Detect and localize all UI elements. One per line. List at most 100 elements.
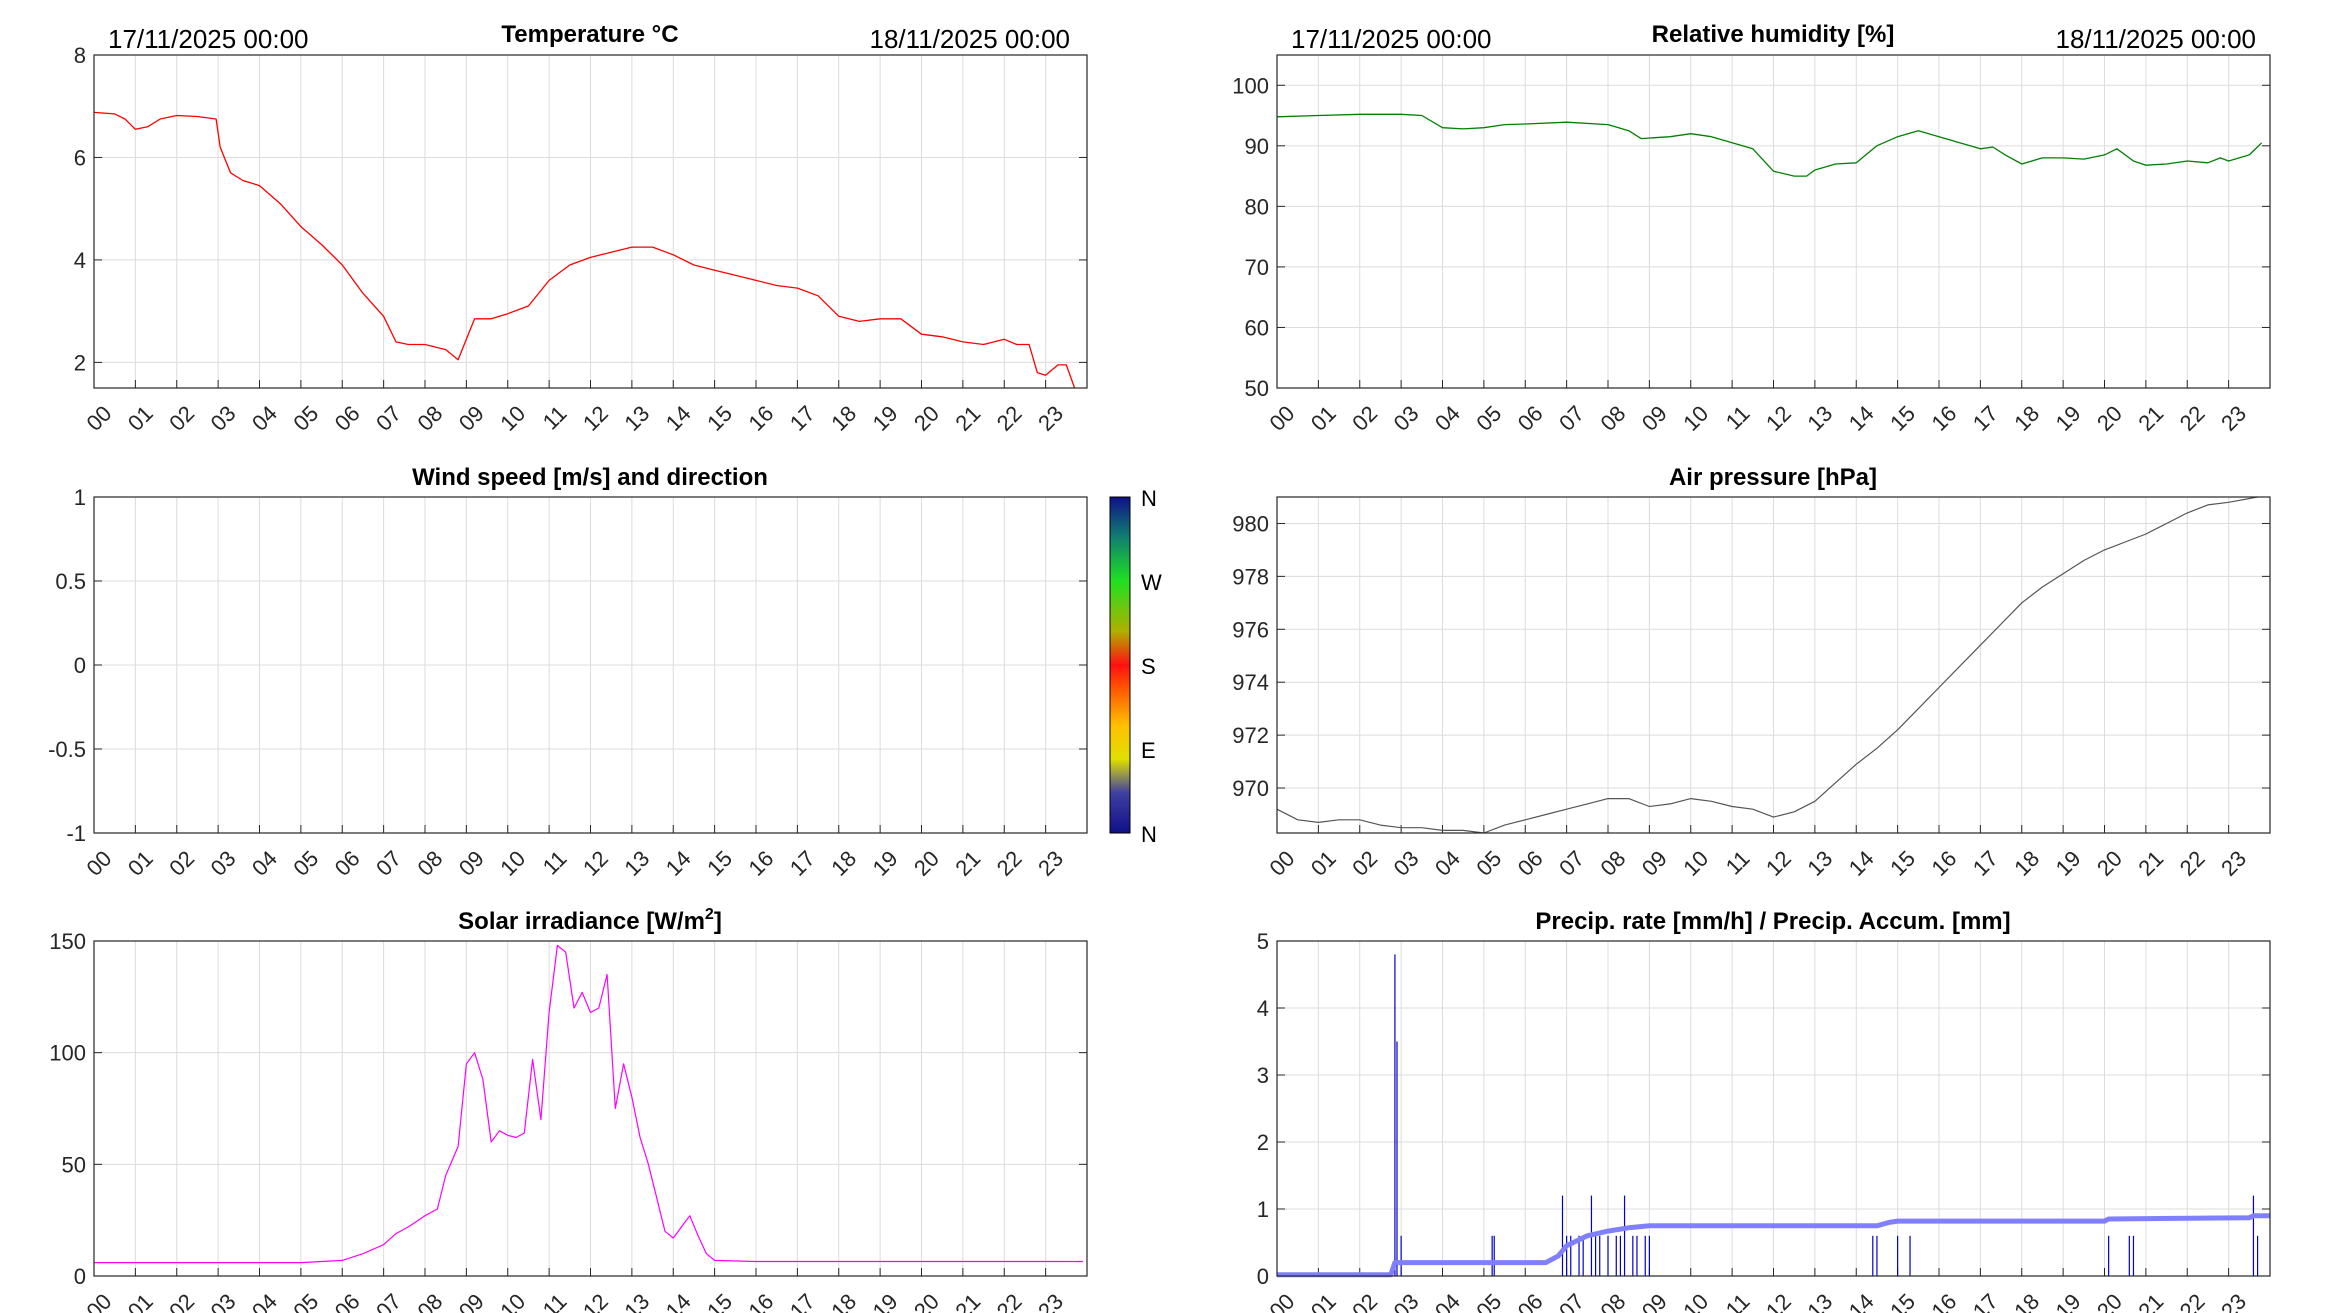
precip-xtick-label: 22 xyxy=(2175,1289,2210,1313)
pressure-ytick-label: 970 xyxy=(1232,776,1269,801)
solar-series-line-0 xyxy=(94,944,1083,1264)
solar-xtick-label: 06 xyxy=(330,1289,365,1313)
pressure-chart: Air pressure [hPa] 00 01 02 03 04 05 06 07 08 09 1… xyxy=(1232,464,2271,881)
humidity-xtick-label: 14 xyxy=(1844,401,1879,436)
wind-xtick-label: 01 xyxy=(123,846,158,881)
precip-chart: Precip. rate [mm/h] / Precip. Accum. [mm… xyxy=(1257,908,2271,1313)
pressure-series-line-0 xyxy=(1276,496,2258,834)
precip-axes-frame xyxy=(1276,940,2271,1277)
humidity-series-line-0 xyxy=(1276,113,2263,177)
temperature-xtick-label: 02 xyxy=(164,401,199,436)
humidity-xtick-label: 03 xyxy=(1389,401,1424,436)
humidity-xtick-label: 05 xyxy=(1471,401,1506,436)
pressure-ytick-label: 976 xyxy=(1232,617,1269,642)
humidity-xtick-label: 08 xyxy=(1595,401,1630,436)
temperature-xtick-label: 04 xyxy=(247,401,282,436)
pressure-xtick-label: 09 xyxy=(1637,846,1672,881)
precip-xtick-label: 02 xyxy=(1347,1289,1382,1313)
pressure-xtick-label: 23 xyxy=(2216,846,2251,881)
solar-xtick-label: 03 xyxy=(206,1289,241,1313)
wind-ytick-label: 0.5 xyxy=(55,569,86,594)
temperature-xtick-label: 17 xyxy=(785,401,820,436)
pressure-xtick-label: 05 xyxy=(1471,846,1506,881)
humidity-xtick-label: 02 xyxy=(1347,401,1382,436)
wind-xtick-label: 07 xyxy=(371,846,406,881)
pressure-xtick-label: 06 xyxy=(1513,846,1548,881)
solar-xtick-label: 17 xyxy=(785,1289,820,1313)
humidity-chart: Relative humidity [%] 17/11/2025 00:00 1… xyxy=(1232,21,2271,436)
solar-title: Solar irradiance [W/m2] xyxy=(458,906,722,935)
precip-xtick-label: 18 xyxy=(2009,1289,2044,1313)
precip-ytick-label: 5 xyxy=(1257,929,1269,954)
temperature-xtick-label: 09 xyxy=(454,401,489,436)
solar-xtick-label: 02 xyxy=(164,1289,199,1313)
solar-xtick-label: 14 xyxy=(661,1289,696,1313)
pressure-ytick-label: 974 xyxy=(1232,670,1269,695)
pressure-xtick-label: 03 xyxy=(1389,846,1424,881)
pressure-ytick-label: 978 xyxy=(1232,564,1269,589)
pressure-xtick-label: 18 xyxy=(2009,846,2044,881)
wind-xtick-label: 06 xyxy=(330,846,365,881)
humidity-ytick-label: 50 xyxy=(1245,376,1269,401)
precip-xtick-label: 06 xyxy=(1513,1289,1548,1313)
solar-ytick-label: 150 xyxy=(49,929,86,954)
wind-xtick-label: 02 xyxy=(164,846,199,881)
wind-xtick-label: 20 xyxy=(909,846,944,881)
humidity-xtick-label: 06 xyxy=(1513,401,1548,436)
humidity-xtick-label: 17 xyxy=(1968,401,2003,436)
colorbar-label-n-top: N xyxy=(1141,486,1157,511)
wind-xtick-label: 11 xyxy=(538,846,572,880)
wind-title: Wind speed [m/s] and direction xyxy=(412,464,768,491)
temperature-start-date: 17/11/2025 00:00 xyxy=(108,24,308,54)
precip-xtick-label: 14 xyxy=(1844,1289,1879,1313)
temperature-end-date: 18/11/2025 00:00 xyxy=(870,24,1070,54)
precip-ytick-label: 1 xyxy=(1257,1197,1269,1222)
wind-xtick-label: 09 xyxy=(454,846,489,881)
precip-ytick-label: 0 xyxy=(1257,1264,1269,1289)
wind-axes-frame xyxy=(93,496,1088,834)
solar-title-main: Solar irradiance [W/m xyxy=(458,908,705,935)
temperature-ytick-label: 6 xyxy=(74,145,86,170)
colorbar-gradient xyxy=(1109,496,1131,834)
precip-ytick-label: 2 xyxy=(1257,1130,1269,1155)
humidity-xtick-label: 21 xyxy=(2133,401,2168,436)
wind-xtick-label: 12 xyxy=(578,846,613,881)
humidity-xtick-label: 00 xyxy=(1264,401,1299,436)
temperature-xtick-label: 16 xyxy=(743,401,778,436)
temperature-xtick-label: 15 xyxy=(702,401,737,436)
solar-xtick-label: 13 xyxy=(619,1289,654,1313)
humidity-xtick-label: 22 xyxy=(2175,401,2210,436)
humidity-ytick-label: 80 xyxy=(1245,194,1269,219)
precip-ytick-label: 4 xyxy=(1257,996,1269,1021)
temperature-xtick-label: 13 xyxy=(619,401,654,436)
wind-xtick-label: 16 xyxy=(743,846,778,881)
humidity-xtick-label: 07 xyxy=(1554,401,1589,436)
pressure-xtick-label: 10 xyxy=(1678,846,1713,881)
wind-xtick-label: 13 xyxy=(619,846,654,881)
temperature-axes-frame xyxy=(93,54,1088,389)
solar-xtick-label: 00 xyxy=(81,1289,116,1313)
pressure-xtick-label: 08 xyxy=(1595,846,1630,881)
pressure-xtick-label: 16 xyxy=(1926,846,1961,881)
temperature-series-line-0 xyxy=(93,111,1076,389)
pressure-title: Air pressure [hPa] xyxy=(1669,464,1877,491)
wind-xtick-label: 00 xyxy=(81,846,116,881)
precip-xtick-label: 04 xyxy=(1430,1289,1465,1313)
precip-xtick-label: 19 xyxy=(2051,1289,2086,1313)
temperature-xtick-label: 19 xyxy=(868,401,903,436)
humidity-xtick-label: 15 xyxy=(1885,401,1920,436)
temperature-ytick-label: 4 xyxy=(74,248,86,273)
pressure-xtick-label: 12 xyxy=(1761,846,1796,881)
humidity-ytick-label: 70 xyxy=(1245,255,1269,280)
wind-xtick-label: 18 xyxy=(826,846,861,881)
temperature-xtick-label: 23 xyxy=(1033,401,1068,436)
solar-xtick-label: 04 xyxy=(247,1289,282,1313)
precip-xtick-label: 23 xyxy=(2216,1289,2251,1313)
wind-xtick-label: 23 xyxy=(1033,846,1068,881)
solar-xtick-label: 19 xyxy=(868,1289,903,1313)
pressure-xtick-label: 04 xyxy=(1430,846,1465,881)
humidity-ytick-label: 90 xyxy=(1245,134,1269,159)
precip-xtick-label: 21 xyxy=(2133,1289,2168,1313)
humidity-ytick-label: 60 xyxy=(1245,315,1269,340)
pressure-xtick-label: 07 xyxy=(1554,846,1589,881)
